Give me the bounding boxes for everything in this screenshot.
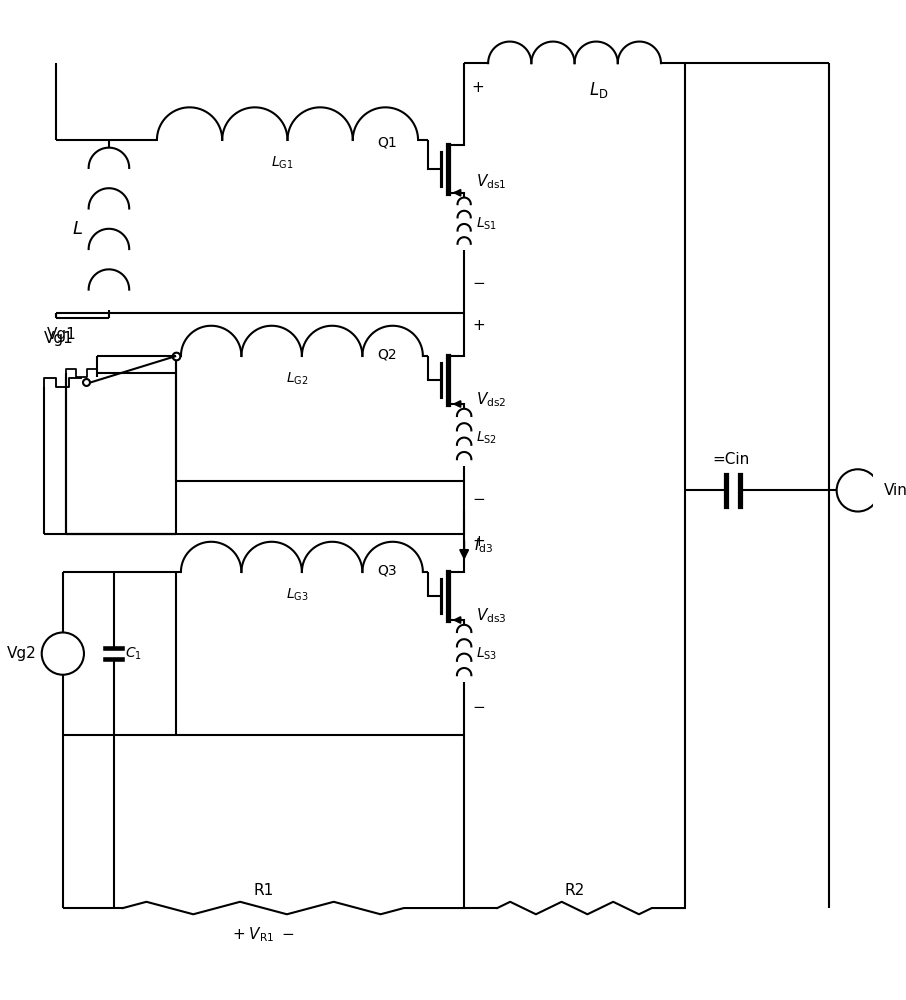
Text: $L_{\mathrm{D}}$: $L_{\mathrm{D}}$ — [589, 80, 609, 100]
Text: $-$: $-$ — [472, 274, 485, 289]
Text: R1: R1 — [254, 883, 274, 898]
Text: R2: R2 — [564, 883, 584, 898]
Text: Vin: Vin — [883, 483, 906, 498]
Text: $V_{\mathrm{ds2}}$: $V_{\mathrm{ds2}}$ — [476, 390, 506, 409]
Text: $+$: $+$ — [472, 318, 485, 333]
Text: L: L — [72, 220, 82, 238]
Text: Q3: Q3 — [377, 563, 397, 577]
Text: $I_{\mathrm{d3}}$: $I_{\mathrm{d3}}$ — [474, 536, 493, 555]
Text: Vg1: Vg1 — [43, 331, 73, 346]
Text: $L_{\mathrm{G2}}$: $L_{\mathrm{G2}}$ — [286, 370, 308, 387]
Text: $-$: $-$ — [472, 490, 485, 505]
Text: $L_{\mathrm{S3}}$: $L_{\mathrm{S3}}$ — [476, 645, 496, 662]
Text: $+$: $+$ — [472, 534, 485, 549]
Text: $L_{\mathrm{G3}}$: $L_{\mathrm{G3}}$ — [285, 586, 308, 603]
Text: Vg2: Vg2 — [7, 646, 37, 661]
Text: Q1: Q1 — [377, 136, 397, 150]
Text: $L_{\mathrm{S1}}$: $L_{\mathrm{S1}}$ — [476, 216, 496, 232]
Text: =Cin: =Cin — [712, 452, 749, 467]
Text: $L_{\mathrm{G1}}$: $L_{\mathrm{G1}}$ — [272, 154, 294, 171]
Text: $L_{\mathrm{S2}}$: $L_{\mathrm{S2}}$ — [476, 429, 496, 446]
Text: $V_{\mathrm{ds1}}$: $V_{\mathrm{ds1}}$ — [476, 173, 506, 191]
Text: $C_1$: $C_1$ — [125, 645, 142, 662]
Text: +: + — [472, 80, 485, 95]
Text: $+\;V_{\mathrm{R1}}\;-$: $+\;V_{\mathrm{R1}}\;-$ — [232, 925, 294, 944]
Text: Vg1: Vg1 — [46, 327, 76, 342]
Text: Q2: Q2 — [377, 347, 397, 361]
Text: $-$: $-$ — [472, 698, 485, 713]
Text: $V_{\mathrm{ds3}}$: $V_{\mathrm{ds3}}$ — [476, 606, 506, 625]
